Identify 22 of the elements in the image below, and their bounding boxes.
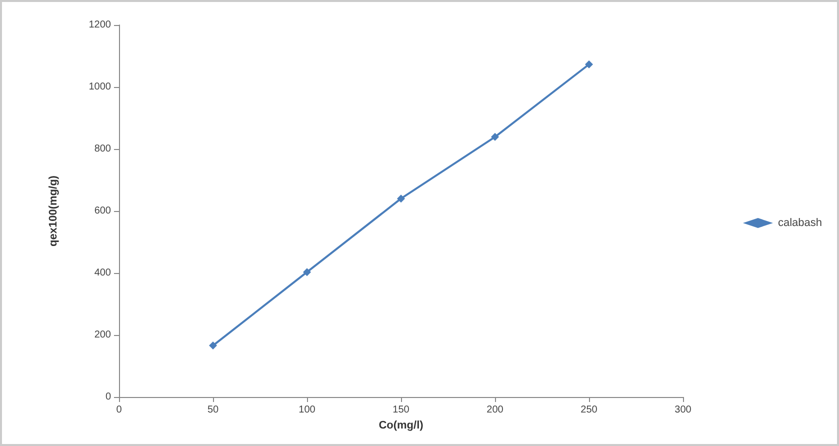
y-tick-label: 1200	[88, 20, 112, 30]
y-tick-label: 600	[94, 206, 112, 216]
point	[585, 60, 593, 68]
x-tick-label: 300	[674, 404, 692, 416]
y-tick-label: 800	[94, 144, 112, 154]
y-tick-label: 0	[105, 392, 112, 402]
point	[303, 268, 311, 276]
point	[491, 132, 499, 141]
point	[397, 194, 405, 203]
legend-label: calabash	[778, 217, 822, 229]
x-tick-label: 100	[298, 404, 316, 416]
y-tick-label: 200	[94, 330, 112, 340]
x-tick-label: 250	[580, 404, 598, 416]
point	[209, 342, 217, 350]
y-axis-title: qex100(mg/g)	[48, 175, 60, 246]
x-tick-label: 200	[486, 404, 504, 416]
y-tick-label: 400	[94, 268, 112, 278]
y-tick-label: 1000	[88, 82, 112, 92]
x-tick-label: 50	[207, 404, 219, 416]
x-tick-label: 0	[116, 404, 122, 416]
x-axis-title: Co(mg/l)	[378, 419, 424, 432]
x-tick-label: 150	[392, 404, 410, 416]
